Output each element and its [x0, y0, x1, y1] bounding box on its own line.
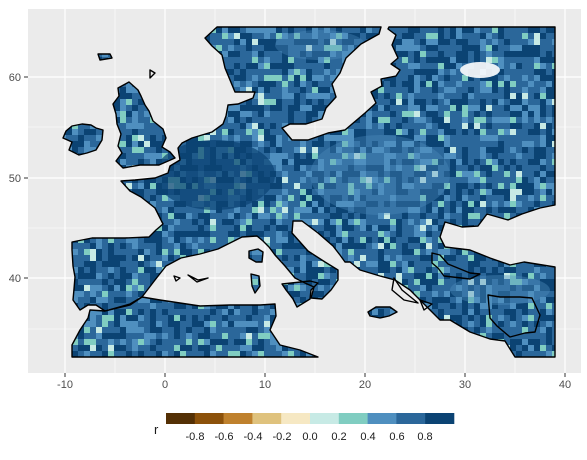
x-tick-label: 0 — [162, 379, 168, 391]
legend-swatch — [396, 413, 426, 424]
legend-swatch — [310, 413, 340, 424]
axis-ticks — [24, 76, 566, 377]
x-tick-label: 40 — [559, 379, 571, 391]
legend-swatch — [425, 413, 455, 424]
x-tick-label: 30 — [459, 379, 471, 391]
legend-label: 0.2 — [331, 431, 346, 443]
legend-label: -0.6 — [215, 431, 234, 443]
color-legend: r -0.8 -0.6 -0.4 -0.2 0.0 0.2 0.4 0.6 0.… — [154, 413, 455, 443]
legend-swatch — [252, 413, 282, 424]
legend-label: -0.4 — [244, 431, 263, 443]
legend-label: 0.0 — [302, 431, 317, 443]
legend-swatch — [367, 413, 397, 424]
legend-swatch — [166, 413, 196, 424]
legend-swatch — [338, 413, 368, 424]
legend-colorbar — [166, 413, 455, 424]
y-tick-label: 40 — [9, 273, 21, 285]
legend-title: r — [154, 422, 159, 437]
legend-swatch — [194, 413, 224, 424]
y-tick-label: 60 — [9, 72, 21, 84]
x-tick-label: 20 — [359, 379, 371, 391]
legend-label: -0.2 — [273, 431, 292, 443]
x-tick-label: -10 — [57, 379, 73, 391]
legend-swatch — [281, 413, 311, 424]
x-tick-label: 10 — [259, 379, 271, 391]
legend-label: 0.4 — [360, 431, 375, 443]
legend-label: -0.8 — [186, 431, 205, 443]
coastlines — [62, 26, 556, 358]
legend-swatch — [223, 413, 253, 424]
legend-label: 0.6 — [389, 431, 404, 443]
legend-label: 0.8 — [417, 431, 432, 443]
y-tick-label: 50 — [9, 173, 21, 185]
